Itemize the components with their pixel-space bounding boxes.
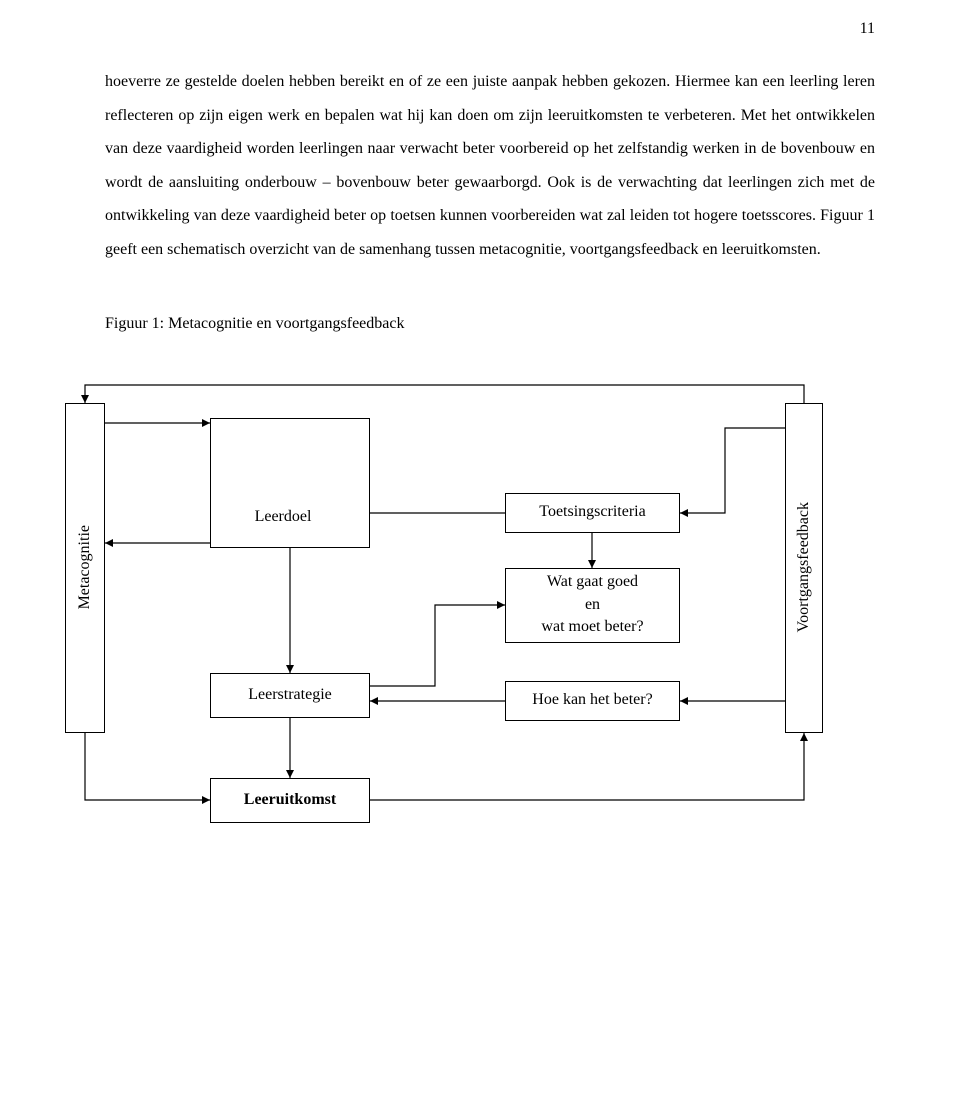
edge-voortgang-to-metacognitie [85,385,804,403]
node-voortgang: Voortgangsfeedback [785,403,823,733]
node-label: Toetsingscriteria [539,501,645,523]
figure-caption: Figuur 1: Metacognitie en voortgangsfeed… [105,315,875,333]
node-label: Leerstrategie [248,684,332,706]
node-label: Wat gaat goedenwat moet beter? [541,571,643,638]
edge-leerstrategie-to-watgoed [370,605,505,686]
node-watgoed: Wat gaat goedenwat moet beter? [505,568,680,643]
node-hoebeter: Hoe kan het beter? [505,681,680,721]
node-label: Leeruitkomst [244,789,336,811]
flowchart-edges [65,373,835,833]
node-label: Metacognitie [74,525,96,609]
body-paragraph: hoeverre ze gestelde doelen hebben berei… [105,65,875,267]
page-number: 11 [860,20,875,38]
document-page: 11 hoeverre ze gestelde doelen hebben be… [0,0,960,863]
node-label: Leerdoel [255,506,312,528]
node-leeruitkomst: Leeruitkomst [210,778,370,823]
edge-voortgang-to-toets [680,428,785,513]
flowchart-diagram: Metacognitie Leerdoel Toetsingscriteria Wat… [65,373,835,833]
node-label: Voortgangsfeedback [793,502,815,632]
node-label: Hoe kan het beter? [532,689,652,711]
node-metacognitie: Metacognitie [65,403,105,733]
edge-leeruitkomst-to-voortgang [370,733,804,800]
node-leerstrategie: Leerstrategie [210,673,370,718]
node-leerdoel: Leerdoel [223,498,343,538]
edge-metacognitie-to-leeruitkomst [85,733,210,800]
node-toets: Toetsingscriteria [505,493,680,533]
